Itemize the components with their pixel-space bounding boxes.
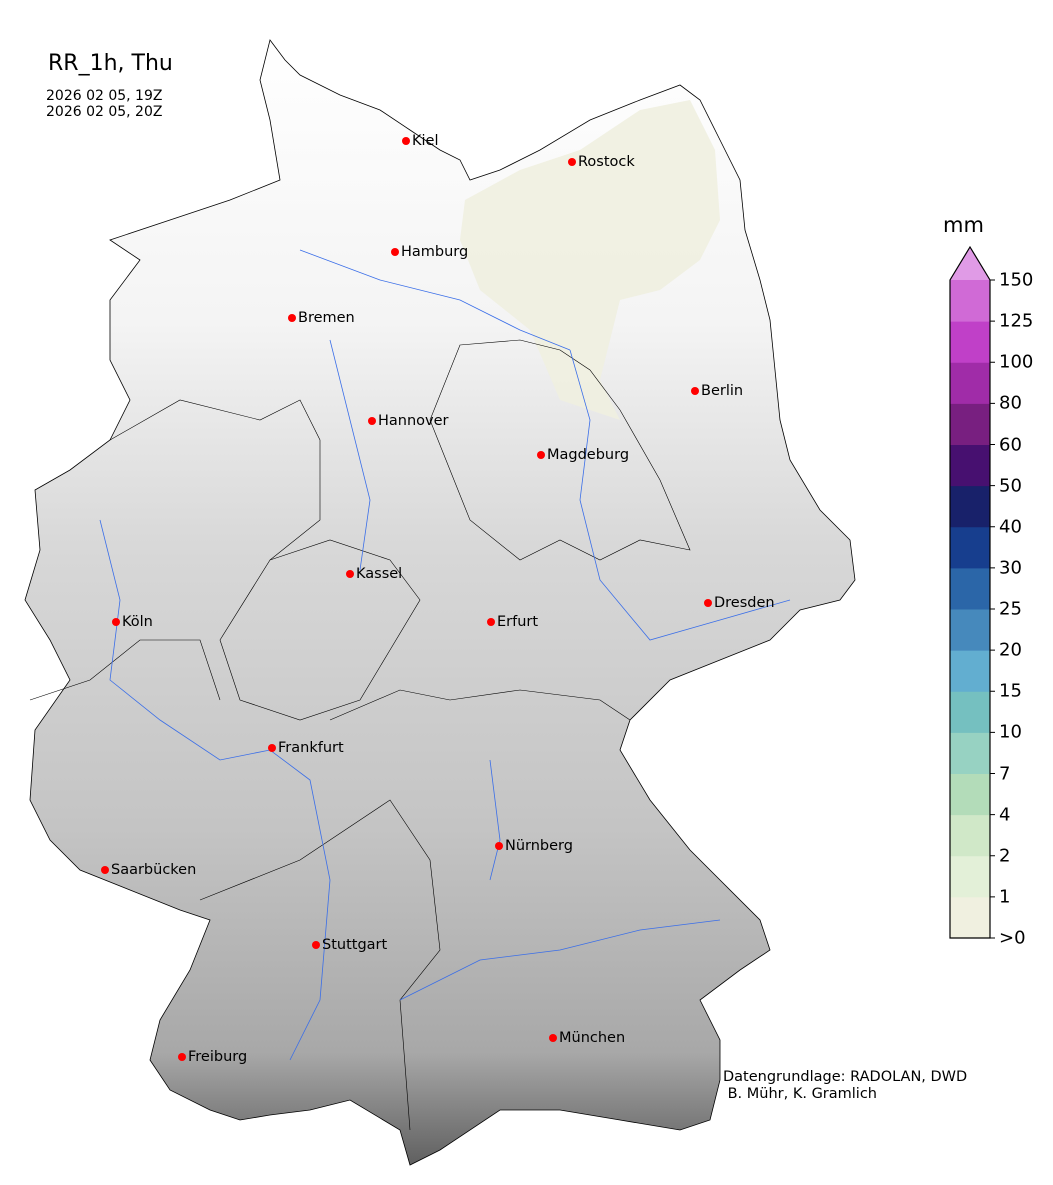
city-dot <box>537 451 545 459</box>
city-dot <box>101 866 109 874</box>
germany-outline <box>24 39 856 1166</box>
colorbar-segment <box>950 814 990 857</box>
colorbar-segment <box>950 567 990 610</box>
colorbar-segment <box>950 403 990 445</box>
city-label: Stuttgart <box>322 937 388 953</box>
colorbar-segment <box>950 609 990 651</box>
colorbar-segment <box>950 896 990 939</box>
city-dot <box>402 137 410 145</box>
colorbar-tick-label: 20 <box>999 639 1022 661</box>
colorbar-segment <box>950 732 990 774</box>
city-label: Bremen <box>298 310 355 326</box>
colorbar-tick-label: 125 <box>999 310 1034 332</box>
colorbar-segment <box>950 362 990 404</box>
data-credit: Datengrundlage: RADOLAN, DWD B. Mühr, K.… <box>723 1069 968 1102</box>
city-label: Freiburg <box>188 1049 248 1065</box>
city-dot <box>346 570 354 578</box>
city-dot <box>391 248 399 256</box>
city-dot <box>568 158 576 166</box>
colorbar-segment <box>950 650 990 692</box>
colorbar-segment <box>950 773 990 816</box>
colorbar-segment <box>950 691 990 733</box>
city-dot <box>704 599 712 607</box>
city-label: Kassel <box>356 566 403 582</box>
colorbar-tick-label: 15 <box>999 680 1022 702</box>
colorbar-tick-label: 7 <box>999 763 1011 784</box>
colorbar-segment <box>950 321 990 363</box>
colorbar-tick-label: 50 <box>999 475 1022 497</box>
city-dot <box>549 1034 557 1042</box>
city-label: Frankfurt <box>278 740 344 756</box>
colorbar-segment <box>950 526 990 569</box>
colorbar-segment <box>950 444 990 487</box>
city-dot <box>178 1053 186 1061</box>
city-dot <box>495 842 503 850</box>
colorbar-tick-label: 4 <box>999 804 1011 826</box>
city-label: Saarbücken <box>111 862 197 878</box>
city-label: München <box>559 1030 626 1046</box>
city-label: Hamburg <box>401 244 469 260</box>
colorbar-frame <box>949 245 991 939</box>
city-label: Rostock <box>578 154 635 170</box>
city-dot <box>268 744 276 752</box>
valid-from: 2026 02 05, 19Z <box>46 88 163 104</box>
colorbar-tick-label: 40 <box>999 516 1022 538</box>
city-dot <box>691 387 699 395</box>
city-dot <box>288 314 296 322</box>
colorbar-tick-label: 80 <box>999 392 1022 414</box>
colorbar-extend-arrow <box>950 247 990 280</box>
valid-to: 2026 02 05, 20Z <box>46 104 163 120</box>
city-label: Dresden <box>714 595 775 611</box>
city-label: Hannover <box>378 413 449 429</box>
colorbar-tick-label: >0 <box>999 927 1026 949</box>
city-label: Erfurt <box>497 614 539 630</box>
colorbar-tick-label: 150 <box>999 269 1034 291</box>
city-label: Nürnberg <box>505 838 573 854</box>
city-label: Kiel <box>412 133 439 149</box>
city-dot <box>487 618 495 626</box>
colorbar-tick-label: 60 <box>999 434 1022 455</box>
colorbar-segment <box>950 485 990 528</box>
city-label: Berlin <box>701 383 744 399</box>
colorbar-tick-label: 100 <box>999 351 1034 373</box>
colorbar-segment <box>950 280 990 322</box>
colorbar-unit: mm <box>943 213 984 237</box>
colorbar-tick-label: 30 <box>999 557 1022 579</box>
city-label: Magdeburg <box>547 447 630 463</box>
colorbar-tick-label: 10 <box>999 721 1022 743</box>
city-dot <box>112 618 120 626</box>
rivers <box>99 249 791 1061</box>
colorbar-tick-label: 1 <box>999 886 1011 908</box>
city-dot <box>312 941 320 949</box>
colorbar-segment <box>950 855 990 898</box>
colorbar-tick-label: 2 <box>999 845 1011 867</box>
light-rain-area <box>460 100 720 420</box>
map-title: RR_1h, Thu <box>48 51 173 76</box>
city-dot <box>368 417 376 425</box>
city-label: Köln <box>122 614 153 630</box>
colorbar-tick-label: 25 <box>999 598 1022 620</box>
